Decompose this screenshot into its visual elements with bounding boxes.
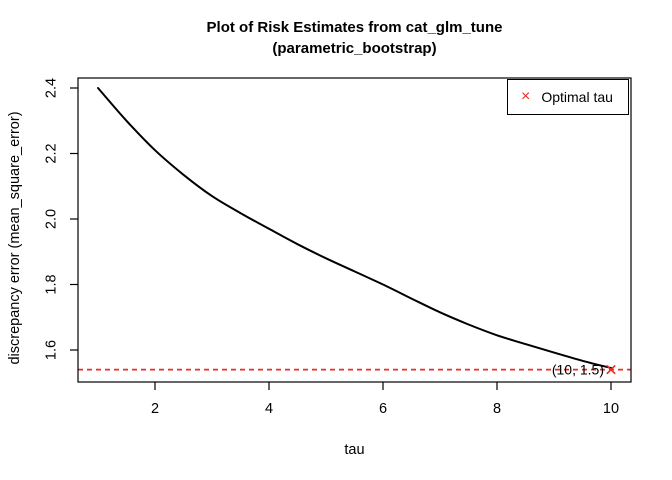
x-axis-label: tau bbox=[344, 442, 365, 458]
x-tick-label: 8 bbox=[493, 401, 501, 417]
plot-title-line1: Plot of Risk Estimates from cat_glm_tune bbox=[206, 19, 503, 36]
legend-box: × Optimal tau bbox=[507, 79, 629, 115]
risk-curve bbox=[97, 87, 612, 369]
optimal-tau-marker-icon bbox=[606, 364, 616, 375]
x-tick-label: 2 bbox=[151, 401, 159, 417]
y-tick-label: 1.6 bbox=[44, 340, 60, 360]
y-tick-label: 1.8 bbox=[44, 274, 60, 294]
x-tick-label: 6 bbox=[379, 401, 387, 417]
x-tick-label: 10 bbox=[603, 401, 619, 417]
x-tick-label: 4 bbox=[265, 401, 273, 417]
legend-label: Optimal tau bbox=[541, 89, 613, 105]
plot-title: Plot of Risk Estimates from cat_glm_tune… bbox=[78, 17, 631, 59]
y-tick-label: 2.2 bbox=[44, 143, 60, 163]
plot-box bbox=[77, 77, 632, 383]
y-tick-label: 2.0 bbox=[44, 209, 60, 229]
y-tick-label: 2.4 bbox=[44, 78, 60, 98]
optimal-tau-legend-marker-icon: × bbox=[521, 88, 531, 105]
plot-title-line2: (parametric_bootstrap) bbox=[272, 40, 437, 57]
optimal-point-annotation: (10, 1.5) bbox=[552, 361, 604, 377]
y-axis-label: discrepancy error (mean_square_error) bbox=[7, 111, 23, 365]
